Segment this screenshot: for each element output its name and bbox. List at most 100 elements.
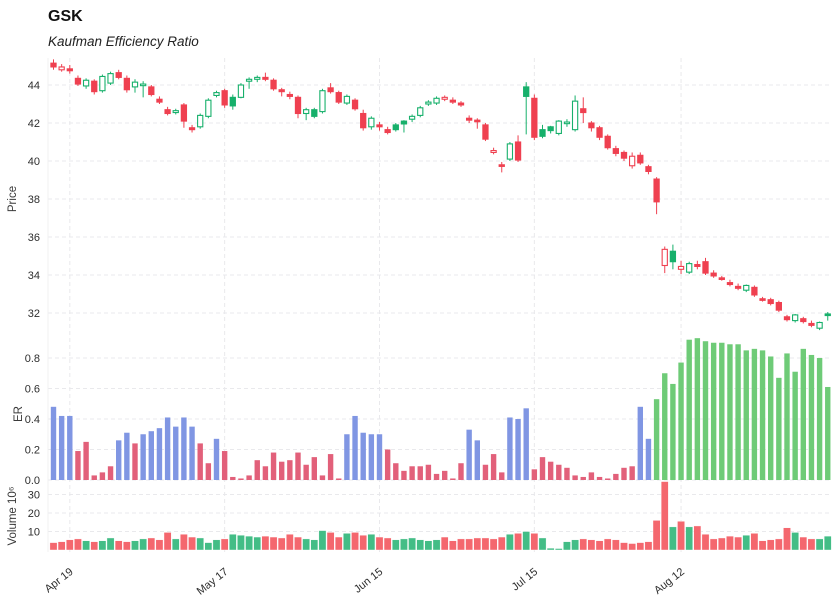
candle-body [262, 76, 269, 80]
axis-titles: Price ER Volume 10⁶ [7, 186, 25, 546]
candle-body [783, 316, 791, 321]
candle-body [653, 178, 660, 203]
volume-bar [685, 526, 693, 551]
er-bar [482, 464, 489, 480]
price-tick-label: 42 [28, 118, 40, 130]
volume-bar [660, 481, 669, 551]
er-bar [213, 438, 220, 480]
candle-body [547, 126, 554, 132]
candle-body [131, 81, 139, 88]
candle-body [637, 154, 644, 164]
candle-body [425, 101, 432, 105]
volume-bar [155, 539, 164, 551]
er-bar [132, 443, 138, 480]
er-bar [50, 406, 57, 480]
candle-body [441, 96, 448, 100]
er-bar [686, 339, 692, 480]
volume-bar [669, 526, 677, 551]
volume-bar [603, 538, 612, 551]
volume-bar [579, 538, 588, 551]
candle-body [482, 124, 489, 140]
volume-bar [277, 537, 286, 551]
volume-tick-label: 20 [28, 508, 40, 520]
candle-body [523, 86, 530, 97]
candle-body [433, 97, 440, 104]
volume-bar [245, 535, 253, 551]
y-tick-labels: 44 42 40 38 36 34 32 0.0 0.2 0.4 0.6 0.8 10 20 30 [25, 80, 40, 539]
candle-body [66, 68, 73, 72]
candle-body [172, 110, 179, 114]
er-tick-label: 0.0 [25, 475, 40, 487]
volume-bar [514, 533, 522, 551]
er-bar [694, 338, 701, 480]
volume-bar [718, 537, 726, 551]
er-bar [580, 476, 586, 480]
candle-body [612, 148, 619, 154]
volume-bar [652, 520, 661, 551]
volume-bar [734, 536, 742, 551]
candle-body [669, 250, 677, 263]
candle-body [343, 95, 351, 104]
er-bar [287, 460, 293, 480]
er-bar [311, 457, 317, 480]
er-tick-label: 0.8 [25, 353, 40, 365]
er-bar [816, 358, 823, 480]
er-bar [515, 419, 521, 480]
er-bar [107, 466, 114, 480]
er-bar [164, 417, 171, 480]
er-bar [808, 354, 815, 480]
candle-body [302, 109, 310, 115]
er-bar [319, 475, 326, 480]
er-bar [539, 457, 546, 480]
volume-bar [294, 536, 302, 551]
candle-body [123, 77, 130, 91]
er-bar [360, 432, 366, 480]
candle-body [164, 109, 171, 115]
volume-bar [815, 538, 824, 551]
er-bar [743, 350, 749, 480]
er-bar [238, 478, 244, 480]
volume-bar [228, 534, 237, 551]
er-bar [474, 440, 480, 480]
er-tick-label: 0.2 [25, 445, 40, 457]
er-bar [653, 399, 660, 480]
volume-bar [82, 540, 90, 551]
volume-bar [196, 537, 205, 551]
volume-bar [269, 536, 278, 551]
candle-body [539, 129, 546, 137]
er-bar [792, 371, 798, 480]
volume-bar [147, 537, 156, 551]
er-bar [507, 417, 513, 480]
volume-bar [416, 539, 425, 551]
volume-bar [555, 548, 563, 551]
er-bar [499, 472, 505, 480]
candles-layer [50, 59, 831, 331]
volume-bar [392, 539, 400, 551]
er-axis-title: ER [13, 406, 25, 422]
volume-bar [693, 525, 702, 551]
er-bar [776, 377, 782, 480]
volume-bar [432, 539, 441, 551]
er-bar [376, 434, 383, 480]
candle-body [278, 89, 285, 93]
er-bar [613, 473, 619, 480]
er-bar [58, 415, 65, 480]
price-axis-title: Price [7, 186, 19, 212]
candle-body [376, 124, 383, 128]
volume-bar [473, 537, 482, 551]
candle-body [824, 313, 831, 317]
er-bar [254, 460, 260, 480]
volume-bar [400, 538, 408, 551]
x-tick-labels: Apr 19 May 17 Jun 15 Jul 15 Aug 12 [43, 566, 687, 598]
volume-bar [571, 539, 579, 551]
volume-bar [424, 540, 433, 551]
volume-bar [766, 539, 775, 551]
volume-bar [636, 542, 645, 551]
volume-bar [775, 538, 783, 551]
volume-bar [791, 532, 799, 551]
chart-title: GSK [48, 8, 83, 25]
candle-body [384, 129, 391, 134]
er-bars-layer [50, 338, 831, 480]
er-bar [67, 415, 73, 480]
